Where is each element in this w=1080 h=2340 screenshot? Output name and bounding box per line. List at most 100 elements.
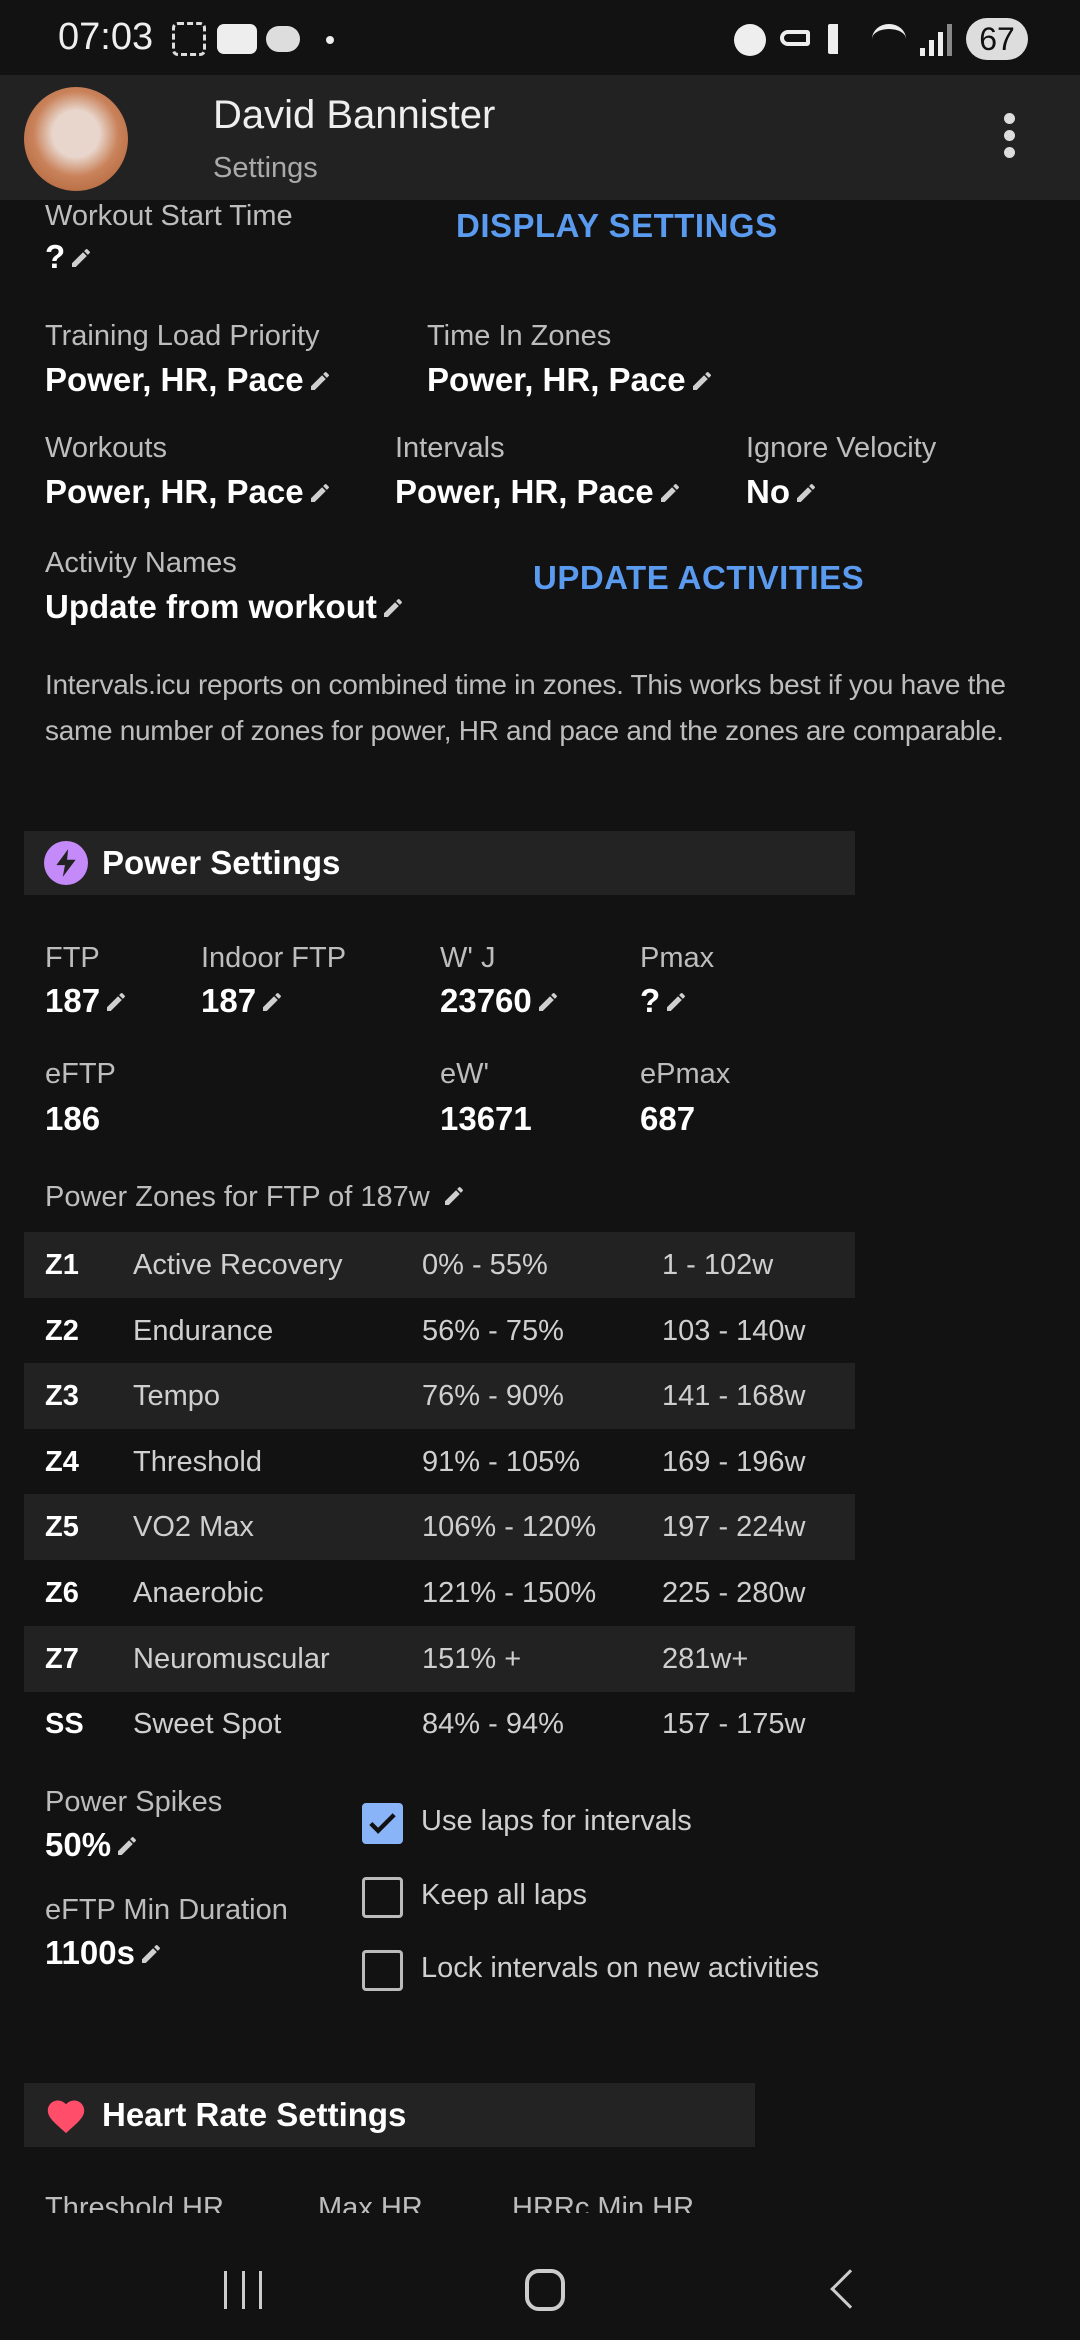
intervals-label: Intervals xyxy=(395,432,505,464)
zone-name: Anaerobic xyxy=(133,1577,264,1609)
section-title: Heart Rate Settings xyxy=(102,2096,407,2133)
workouts-value[interactable]: Power, HR, Pace xyxy=(45,473,332,511)
edit-icon[interactable] xyxy=(115,1834,139,1858)
more-options-button[interactable] xyxy=(1004,113,1016,158)
back-button[interactable] xyxy=(830,2269,870,2309)
edit-icon[interactable] xyxy=(658,481,682,505)
heart-icon xyxy=(44,2095,88,2135)
ew-prime-value: 13671 xyxy=(440,1100,532,1137)
zone-watts: 141 - 168w xyxy=(662,1380,806,1413)
system-nav-bar xyxy=(0,2213,1080,2340)
intervals-value[interactable]: Power, HR, Pace xyxy=(395,473,682,511)
eftp-min-duration-value[interactable]: 1100s xyxy=(45,1934,163,1972)
edit-icon[interactable] xyxy=(104,990,128,1014)
workout-start-time-label: Workout Start Time xyxy=(45,200,293,232)
youtube-icon xyxy=(217,24,257,54)
lightning-icon xyxy=(44,841,88,885)
screenshot-icon xyxy=(172,22,206,56)
recent-apps-button[interactable] xyxy=(224,2271,262,2309)
pmax-label: Pmax xyxy=(640,942,715,974)
zone-id: Z2 xyxy=(45,1314,79,1347)
avatar[interactable] xyxy=(24,87,128,191)
ignore-velocity-label: Ignore Velocity xyxy=(746,432,937,464)
zone-name: Active Recovery xyxy=(133,1249,343,1281)
time-in-zones-label: Time In Zones xyxy=(427,320,612,352)
edit-icon[interactable] xyxy=(308,369,332,393)
app-header: David Bannister Settings xyxy=(0,75,1080,200)
zone-pct: 76% - 90% xyxy=(422,1380,564,1413)
checkbox[interactable] xyxy=(362,1950,403,1991)
checkbox[interactable] xyxy=(362,1803,403,1844)
zone-watts: 281w+ xyxy=(662,1642,749,1675)
checkbox[interactable] xyxy=(362,1876,403,1918)
eftp-label: eFTP xyxy=(45,1058,116,1090)
checkbox-label[interactable]: Use laps for intervals xyxy=(421,1805,692,1837)
activity-names-label: Activity Names xyxy=(45,547,237,579)
edit-icon[interactable] xyxy=(260,990,284,1014)
zone-name: Tempo xyxy=(133,1380,221,1413)
edit-icon[interactable] xyxy=(442,1184,466,1208)
battery-indicator: 67 xyxy=(966,18,1028,60)
power-zone-row: Z2 Endurance 56% - 75% 103 - 140w xyxy=(24,1298,855,1364)
zone-id: Z3 xyxy=(45,1380,79,1413)
workout-start-time-value[interactable]: ? xyxy=(45,238,93,276)
home-button[interactable] xyxy=(525,2269,565,2311)
w-prime-value[interactable]: 23760 xyxy=(440,982,560,1020)
zone-pct: 151% + xyxy=(422,1642,522,1675)
zone-pct: 56% - 75% xyxy=(422,1314,564,1347)
edit-icon[interactable] xyxy=(794,481,818,505)
power-zone-row: Z7 Neuromuscular 151% + 281w+ xyxy=(24,1625,855,1692)
zone-name: VO2 Max xyxy=(133,1511,254,1544)
time-in-zones-value[interactable]: Power, HR, Pace xyxy=(427,361,714,399)
power-zones-title[interactable]: Power Zones for FTP of 187w xyxy=(45,1181,466,1214)
ew-prime-label: eW' xyxy=(440,1058,490,1090)
zone-id: Z6 xyxy=(45,1577,79,1609)
zone-name: Sweet Spot xyxy=(133,1708,282,1741)
weather-icon xyxy=(266,26,300,52)
heart-rate-settings-header: Heart Rate Settings xyxy=(24,2083,755,2147)
training-load-priority-label: Training Load Priority xyxy=(45,320,320,352)
page-subtitle: Settings xyxy=(213,152,318,184)
zone-id: SS xyxy=(45,1708,84,1741)
checkbox-label[interactable]: Lock intervals on new activities xyxy=(421,1952,820,1984)
edit-icon[interactable] xyxy=(536,990,560,1014)
power-spikes-value[interactable]: 50% xyxy=(45,1826,139,1864)
power-zone-row: Z5 VO2 Max 106% - 120% 197 - 224w xyxy=(24,1494,855,1561)
edit-icon[interactable] xyxy=(381,596,405,620)
power-zone-row: Z6 Anaerobic 121% - 150% 225 - 280w xyxy=(24,1560,855,1626)
power-settings-header: Power Settings xyxy=(24,831,855,895)
zone-watts: 225 - 280w xyxy=(662,1577,806,1609)
zone-watts: 169 - 196w xyxy=(662,1445,806,1478)
checkbox-label[interactable]: Keep all laps xyxy=(421,1878,588,1911)
edit-icon[interactable] xyxy=(308,481,332,505)
ftp-label: FTP xyxy=(45,942,100,974)
zone-watts: 157 - 175w xyxy=(662,1708,806,1741)
zone-pct: 91% - 105% xyxy=(422,1445,580,1478)
zone-name: Neuromuscular xyxy=(133,1642,330,1675)
ftp-value[interactable]: 187 xyxy=(45,982,128,1020)
activity-names-value[interactable]: Update from workout xyxy=(45,588,405,626)
zone-watts: 1 - 102w xyxy=(662,1249,774,1281)
indoor-ftp-value[interactable]: 187 xyxy=(201,982,284,1020)
update-activities-button[interactable]: UPDATE ACTIVITIES xyxy=(533,559,865,596)
status-bar: 07:03 67 xyxy=(0,0,1080,75)
power-zone-row: Z1 Active Recovery 0% - 55% 1 - 102w xyxy=(24,1232,855,1298)
wifi-icon xyxy=(872,24,906,54)
training-load-priority-value[interactable]: Power, HR, Pace xyxy=(45,361,332,399)
zones-note: Intervals.icu reports on combined time i… xyxy=(45,669,1006,746)
edit-icon[interactable] xyxy=(690,369,714,393)
status-time: 07:03 xyxy=(58,16,154,58)
checkmark-icon xyxy=(369,1813,396,1834)
power-spikes-label: Power Spikes xyxy=(45,1786,223,1818)
display-settings-button[interactable]: DISPLAY SETTINGS xyxy=(456,207,778,244)
zone-id: Z4 xyxy=(45,1445,79,1478)
epmax-label: ePmax xyxy=(640,1058,731,1090)
ignore-velocity-value[interactable]: No xyxy=(746,473,818,511)
edit-icon[interactable] xyxy=(664,990,688,1014)
dnd-icon xyxy=(734,24,766,56)
zone-pct: 84% - 94% xyxy=(422,1708,564,1741)
edit-icon[interactable] xyxy=(139,1942,163,1966)
edit-icon[interactable] xyxy=(69,246,93,270)
pmax-value[interactable]: ? xyxy=(640,982,688,1020)
threshold-hr-label: Threshold HR xyxy=(45,2192,224,2213)
